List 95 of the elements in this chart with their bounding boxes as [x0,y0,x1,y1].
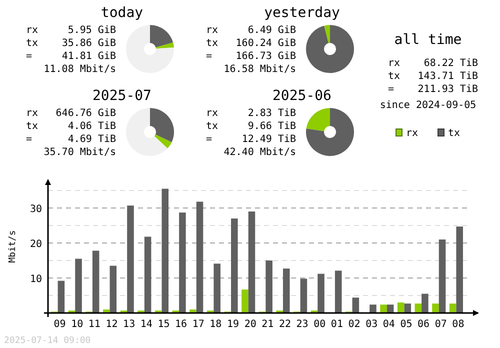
bar [456,226,463,313]
bar [242,290,248,313]
x-tick-label: 08 [452,319,464,330]
bar [438,240,446,313]
bar [282,268,290,313]
legend-label: rx [406,128,418,139]
text: all time [394,32,462,48]
bar [162,188,169,313]
donut-slice [126,108,168,156]
donut-slice [126,25,174,73]
text: = 12.49 TiB [206,134,296,145]
chart-title: 2025-07 [92,88,152,104]
x-tick-label: 13 [123,319,136,330]
bar [432,304,439,313]
text: = 4.69 TiB [26,134,116,145]
bar [75,258,82,313]
donut-slice [324,25,330,44]
x-tick-label: 10 [71,319,84,330]
x-tick-label: 02 [348,319,360,330]
text: = 211.93 TiB [388,84,478,95]
donut-slice [156,42,174,49]
bar [352,298,360,313]
chart-title: 2025-06 [272,88,332,104]
y-tick-label: 10 [30,274,42,285]
text: = 166.73 GiB [206,51,296,62]
text: 42.40 Mbit/s [224,147,296,158]
text: rx 6.49 GiB [206,25,296,36]
x-tick-label: 03 [366,319,378,330]
donut-slice [306,25,354,73]
x-tick-label: 05 [400,319,412,330]
x-tick-label: 06 [418,319,430,330]
bar [110,266,117,313]
x-tick-label: 15 [158,319,170,330]
y-axis-title: Mbit/s [8,230,18,263]
x-tick-label: 18 [210,319,222,330]
text: 11.08 Mbit/s [44,64,116,75]
bar [127,206,134,313]
text: rx 2.83 TiB [206,108,296,119]
legend-label: tx [448,128,460,139]
bar [370,304,376,313]
bar [300,278,308,313]
donut-slice [154,134,172,148]
text: 35.70 Mbit/s [44,147,116,158]
text: tx 9.66 TiB [206,121,296,132]
y-tick-label: 30 [30,204,42,215]
text: tx 160.24 GiB [206,38,296,49]
bar [318,274,324,313]
bar [58,280,65,313]
donut-slice [306,108,330,132]
x-tick-label: 04 [382,319,395,330]
donut-slice [306,108,354,156]
donut-slice [150,108,174,142]
bar [380,304,387,313]
x-tick-label: 07 [434,319,447,330]
x-tick-label: 00 [314,319,326,330]
text: tx 4.06 TiB [26,121,116,132]
chart-title: today [100,5,144,21]
x-tick-label: 19 [226,319,240,330]
x-tick-label: 23 [296,319,308,330]
x-tick-label: 11 [88,319,100,330]
bar [179,212,186,313]
bar [214,264,220,313]
bar [404,304,412,313]
bar [266,260,272,313]
x-tick-label: 22 [278,319,292,330]
y-tick-label: 20 [30,239,42,250]
donut-slice [150,25,174,48]
bar [334,270,342,313]
x-tick-label: 12 [106,319,118,330]
bar [449,304,456,313]
bar [386,304,394,313]
text: rx 5.95 GiB [26,25,116,36]
text: tx 143.71 TiB [388,71,478,82]
bar [196,202,204,313]
bar [231,218,238,313]
text: since 2024-09-05 [380,100,476,111]
text: 16.58 Mbit/s [224,64,296,75]
text: tx 35.86 GiB [26,38,116,49]
text: = 41.81 GiB [26,51,116,62]
text: rx 68.22 TiB [388,58,478,69]
x-tick-label: 01 [330,319,343,330]
x-tick-label: 14 [140,319,152,330]
x-tick-label: 09 [54,319,66,330]
x-tick-label: 17 [192,319,204,330]
bar [397,302,404,313]
chart-title: yesterday [264,5,340,21]
x-tick-label: 20 [244,319,256,330]
bar [144,236,152,313]
bar [422,294,428,313]
bar [248,212,256,313]
x-tick-label: 16 [175,319,188,330]
bar [414,304,422,313]
bar [92,250,100,313]
x-tick-label: 21 [262,319,274,330]
text: rx 646.76 GiB [26,108,116,119]
